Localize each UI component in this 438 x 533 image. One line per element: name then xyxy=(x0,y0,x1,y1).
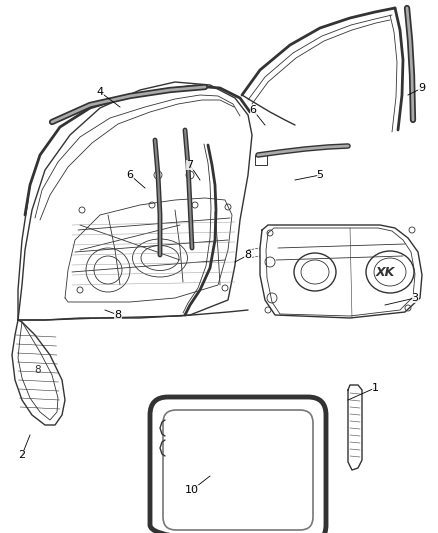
Text: 4: 4 xyxy=(96,87,103,97)
Text: 5: 5 xyxy=(317,170,324,180)
Text: 10: 10 xyxy=(185,485,199,495)
Text: XK: XK xyxy=(375,265,395,279)
Text: 8: 8 xyxy=(244,250,251,260)
Text: 8: 8 xyxy=(114,310,122,320)
Text: 7: 7 xyxy=(187,160,194,170)
Text: 2: 2 xyxy=(18,450,25,460)
Text: 6: 6 xyxy=(250,105,257,115)
Text: 8: 8 xyxy=(35,365,41,375)
Bar xyxy=(255,155,267,165)
Text: 9: 9 xyxy=(418,83,426,93)
Text: 6: 6 xyxy=(127,170,134,180)
Text: 1: 1 xyxy=(371,383,378,393)
Text: 3: 3 xyxy=(411,293,418,303)
